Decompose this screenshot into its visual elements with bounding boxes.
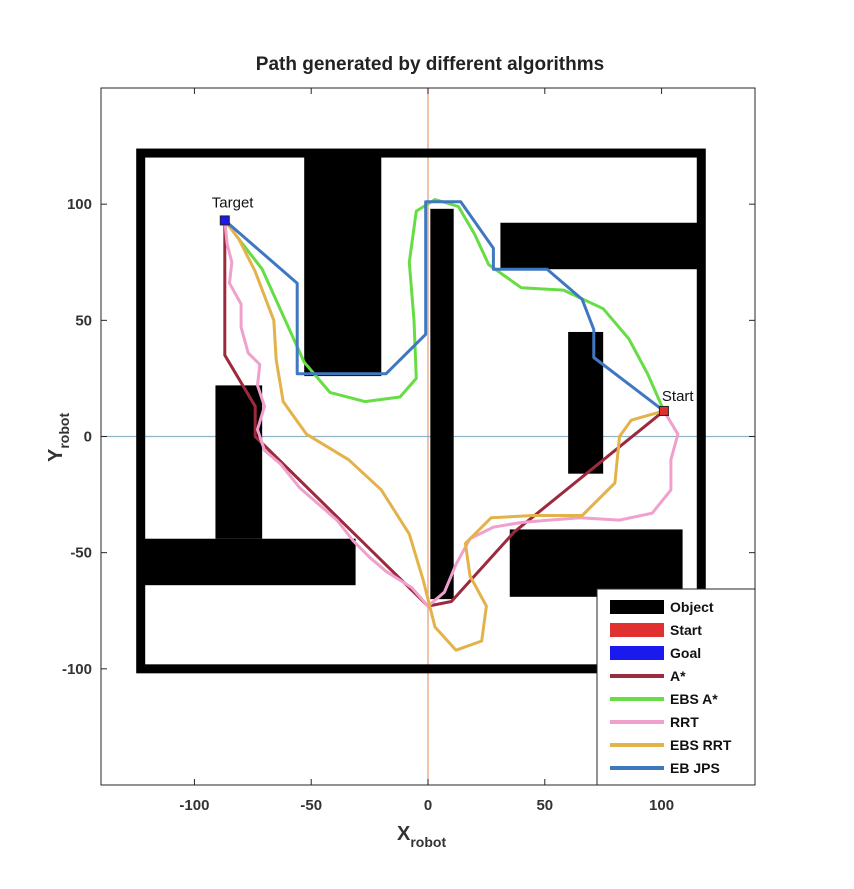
x-tick-label: 0 — [424, 797, 432, 814]
obstacle-1 — [304, 155, 382, 377]
y-tick-labels: -100 -50 0 50 100 — [62, 196, 755, 678]
obstacle-2 — [430, 208, 454, 600]
x-tick-label: -100 — [179, 797, 209, 814]
obstacle-4 — [568, 331, 604, 474]
y-axis-label: Yrobot — [45, 413, 72, 462]
x-axis-label-sub: robot — [410, 834, 446, 850]
boundary-wall — [136, 148, 706, 674]
x-tick-label: -50 — [300, 797, 322, 814]
x-tick-label: 50 — [536, 797, 553, 814]
legend-swatch-goal — [610, 646, 664, 660]
start-annotation: Start — [662, 388, 695, 405]
legend-label-goal: Goal — [670, 645, 701, 661]
legend-swatch-object — [610, 600, 664, 614]
goal-marker — [219, 215, 230, 226]
obstacle-7 — [509, 529, 683, 597]
legend-label-eb-jps: EB JPS — [670, 760, 720, 776]
y-tick-label: 50 — [75, 312, 92, 329]
obstacle-3 — [500, 222, 702, 270]
y-tick-label: -100 — [62, 661, 92, 678]
legend-swatch-start — [610, 623, 664, 637]
legend-label-object: Object — [670, 599, 714, 615]
y-axis-label-main: Y — [45, 448, 67, 462]
legend: Object Start Goal A* EBS A* RRT EBS RRT EB JPS — [596, 588, 756, 786]
y-tick-label: 0 — [84, 429, 92, 446]
chart-title: Path generated by different algorithms — [256, 54, 604, 75]
x-tick-label: 100 — [649, 797, 674, 814]
x-axis-label-main: X — [397, 823, 411, 845]
y-axis-label-sub: robot — [56, 413, 72, 449]
goal-annotation: Target — [212, 194, 255, 211]
legend-label-a: A* — [670, 668, 686, 684]
series-line-ebs-rrt — [223, 218, 666, 652]
legend-label-start: Start — [670, 622, 702, 638]
y-tick-label: 100 — [67, 196, 92, 213]
x-tick-labels: -100 -50 0 50 100 — [179, 88, 674, 814]
series-line-a — [223, 218, 666, 608]
start-marker — [658, 405, 669, 416]
series-line-rrt — [223, 218, 680, 608]
legend-label-rrt: RRT — [670, 714, 699, 730]
y-tick-label: -50 — [70, 545, 92, 562]
series-line-eb-jps — [223, 200, 666, 413]
legend-label-ebs-a: EBS A* — [670, 691, 718, 707]
x-axis-label: Xrobot — [397, 823, 446, 850]
legend-box — [596, 588, 756, 786]
plot-area: Start Target — [100, 87, 756, 786]
legend-label-ebs-rrt: EBS RRT — [670, 737, 732, 753]
obstacle-6 — [140, 538, 356, 586]
